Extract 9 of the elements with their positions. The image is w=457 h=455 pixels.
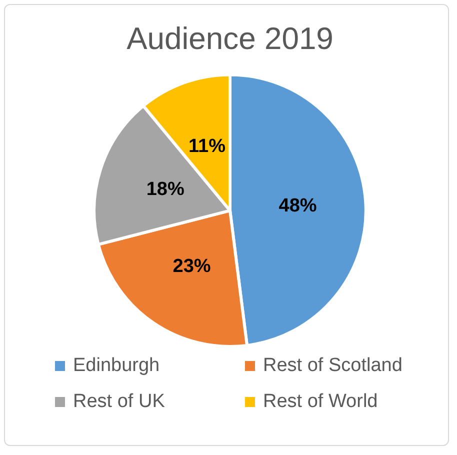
data-label: 11% — [188, 136, 226, 157]
legend-label: Rest of World — [263, 391, 378, 413]
data-label: 18% — [146, 178, 184, 200]
legend-label: Edinburgh — [73, 355, 160, 377]
legend-label: Rest of Scotland — [263, 355, 402, 377]
data-label: 48% — [278, 196, 317, 217]
chart-title: Audience 2019 — [126, 21, 334, 56]
legend-label: Rest of UK — [73, 391, 165, 413]
data-label: 23% — [172, 256, 211, 278]
